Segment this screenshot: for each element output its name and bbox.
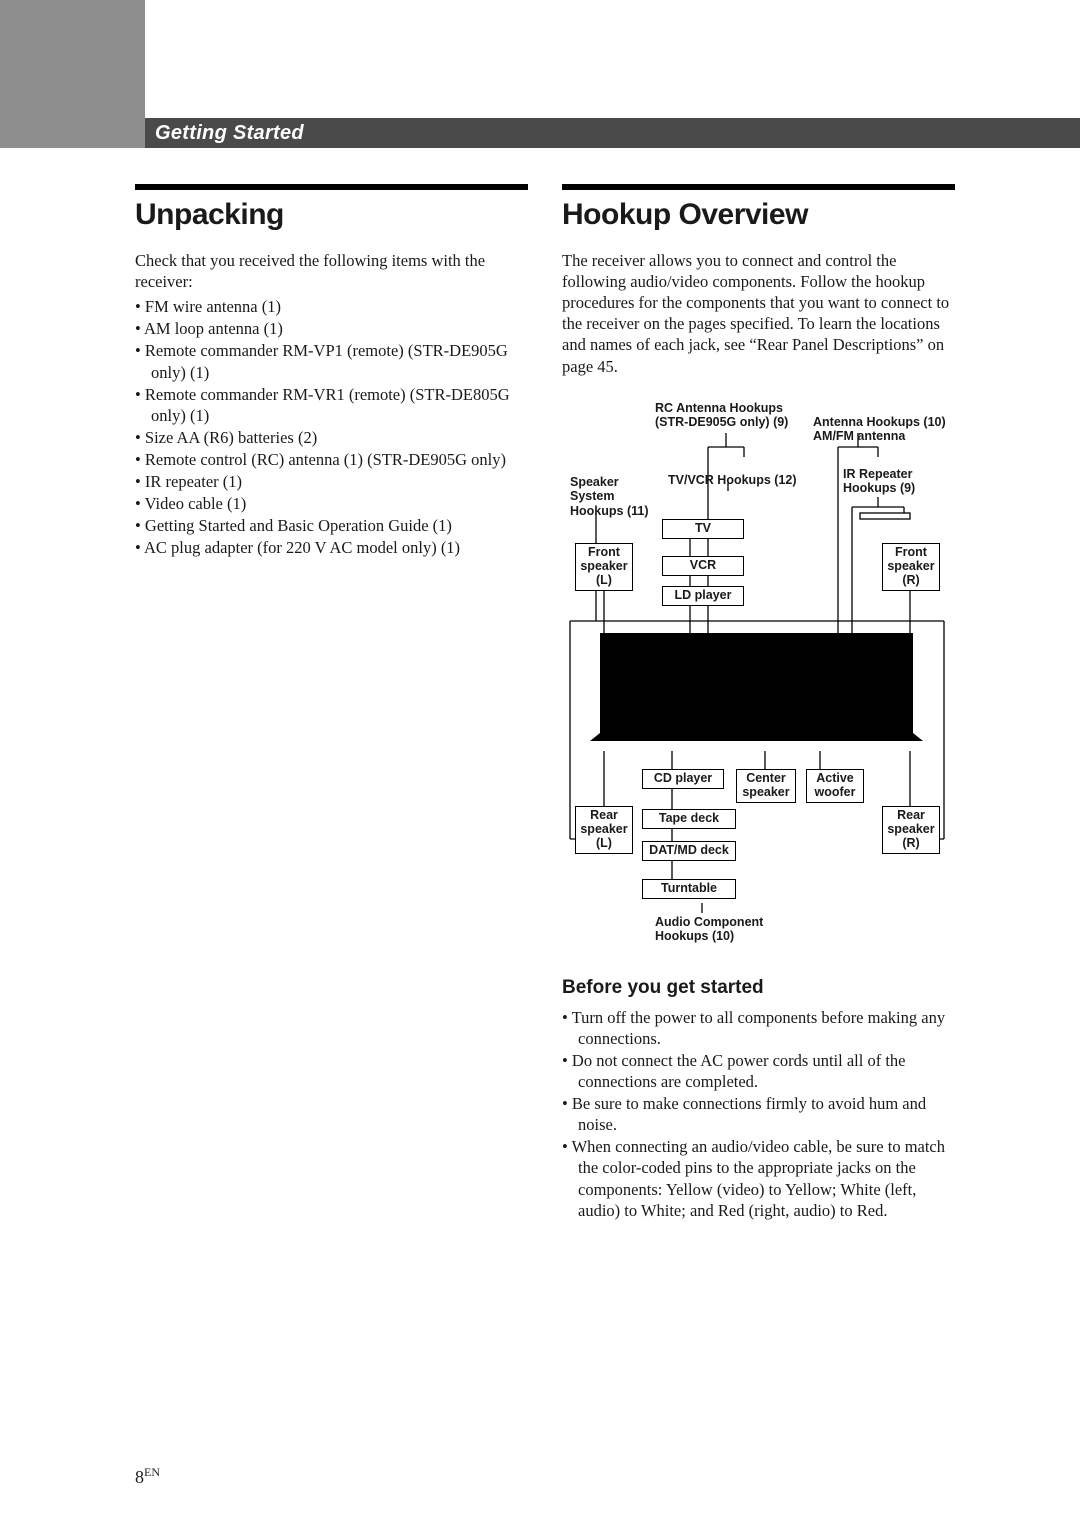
header-grey-block [0, 0, 145, 118]
box-front-speaker-r: Front speaker (R) [882, 543, 940, 591]
box-ld: LD player [662, 586, 744, 606]
list-item: IR repeater (1) [135, 471, 528, 492]
list-item: Remote control (RC) antenna (1) (STR-DE9… [135, 449, 528, 470]
page-number-lang: EN [144, 1465, 160, 1479]
before-list: Turn off the power to all components bef… [562, 1007, 955, 1221]
hookup-diagram: RC Antenna Hookups (STR-DE905G only) (9)… [560, 401, 955, 951]
list-item: FM wire antenna (1) [135, 296, 528, 317]
box-turntable: Turntable [642, 879, 736, 899]
list-item: Remote commander RM-VP1 (remote) (STR-DE… [135, 340, 528, 382]
box-tv: TV [662, 519, 744, 539]
page-number-value: 8 [135, 1467, 144, 1487]
page-content: Unpacking Check that you received the fo… [0, 148, 1080, 1222]
heading-rule [135, 184, 528, 190]
list-item: Getting Started and Basic Operation Guid… [135, 515, 528, 536]
label-ir-repeater: IR Repeater Hookups (9) [843, 467, 915, 497]
receiver-illustration [590, 633, 923, 751]
box-center: Center speaker [736, 769, 796, 803]
list-item: Be sure to make connections firmly to av… [562, 1093, 955, 1135]
box-rear-l: Rear speaker (L) [575, 806, 633, 854]
box-vcr: VCR [662, 556, 744, 576]
section-bar: Getting Started [0, 118, 1080, 148]
heading-rule [562, 184, 955, 190]
label-tv-vcr: TV/VCR Hookups (12) [668, 473, 797, 488]
section-bar-label: Getting Started [145, 122, 304, 145]
section-bar-grey-stub [0, 118, 145, 148]
list-item: Do not connect the AC power cords until … [562, 1050, 955, 1092]
box-dat: DAT/MD deck [642, 841, 736, 861]
list-item: When connecting an audio/video cable, be… [562, 1136, 955, 1220]
box-cd: CD player [642, 769, 724, 789]
page-number: 8EN [135, 1465, 160, 1488]
label-speaker-system: Speaker System Hookups (11) [570, 475, 649, 519]
right-column: Hookup Overview The receiver allows you … [562, 184, 955, 1222]
list-item: AC plug adapter (for 220 V AC model only… [135, 537, 528, 558]
box-tape: Tape deck [642, 809, 736, 829]
before-heading: Before you get started [562, 977, 955, 999]
label-rc-antenna: RC Antenna Hookups (STR-DE905G only) (9) [655, 401, 788, 431]
header-white-block [145, 0, 1080, 118]
header-band [0, 0, 1080, 118]
label-antenna: Antenna Hookups (10) AM/FM antenna [813, 415, 946, 445]
hookup-heading: Hookup Overview [562, 198, 955, 232]
box-front-speaker-l: Front speaker (L) [575, 543, 633, 591]
hookup-intro: The receiver allows you to connect and c… [562, 250, 955, 377]
list-item: Remote commander RM-VR1 (remote) (STR-DE… [135, 384, 528, 426]
list-item: Turn off the power to all components bef… [562, 1007, 955, 1049]
unpacking-heading: Unpacking [135, 198, 528, 232]
list-item: AM loop antenna (1) [135, 318, 528, 339]
left-column: Unpacking Check that you received the fo… [135, 184, 528, 1222]
label-audio-component: Audio Component Hookups (10) [655, 915, 763, 945]
unpacking-list: FM wire antenna (1) AM loop antenna (1) … [135, 296, 528, 558]
unpacking-intro: Check that you received the following it… [135, 250, 528, 292]
list-item: Video cable (1) [135, 493, 528, 514]
box-active: Active woofer [806, 769, 864, 803]
list-item: Size AA (R6) batteries (2) [135, 427, 528, 448]
box-rear-r: Rear speaker (R) [882, 806, 940, 854]
